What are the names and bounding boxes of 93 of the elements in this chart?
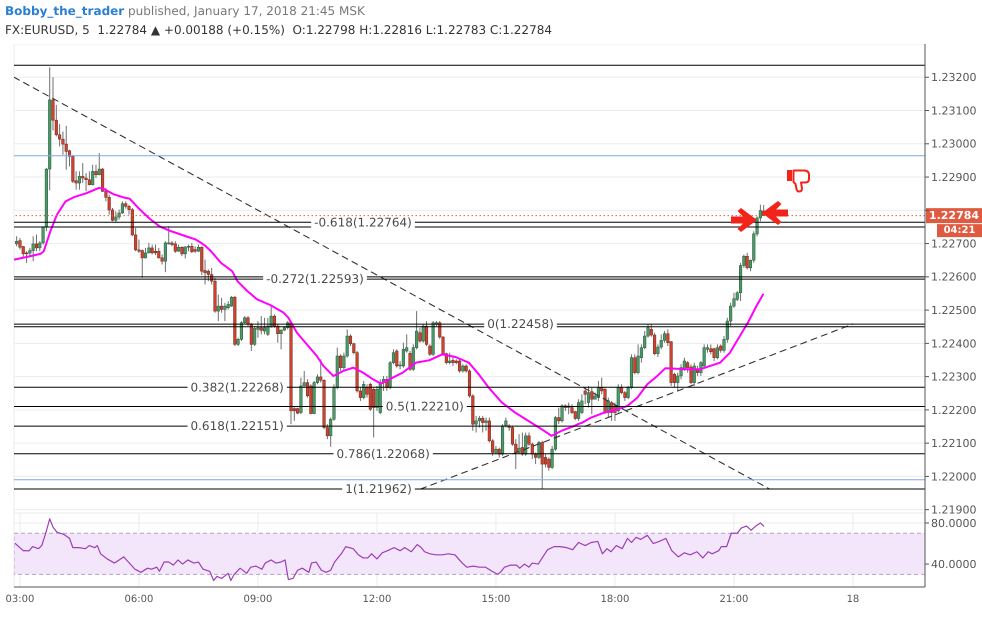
y-tick-label: 1.22600 xyxy=(931,270,976,284)
x-tick-label: 21:00 xyxy=(720,594,748,606)
candlestick xyxy=(633,354,636,375)
candlestick xyxy=(540,440,544,490)
y-tick-label: 40.0000 xyxy=(931,558,976,571)
candlestick xyxy=(147,242,150,254)
x-tick-label: 15:00 xyxy=(482,594,510,606)
candlestick xyxy=(524,432,528,456)
candlestick xyxy=(184,246,187,260)
candlestick xyxy=(484,417,488,432)
y-tick-label: 1.22500 xyxy=(931,304,976,318)
candlestick xyxy=(362,380,366,400)
candlestick xyxy=(557,407,560,425)
ref-line-label: 0(1.22458) xyxy=(487,317,554,332)
candlestick xyxy=(174,240,177,254)
y-tick-label: 80.0000 xyxy=(931,516,976,530)
candlestick xyxy=(114,210,118,223)
x-tick-label: 18 xyxy=(846,594,860,606)
ref-line-label: -0.618(1.22764) xyxy=(314,215,412,230)
candlestick xyxy=(577,398,580,422)
x-tick-label: 12:00 xyxy=(362,594,392,606)
candlestick xyxy=(150,244,154,256)
candlestick xyxy=(98,152,101,176)
candlestick xyxy=(263,317,266,335)
candlestick xyxy=(375,385,378,412)
candlestick xyxy=(451,356,455,366)
candlestick xyxy=(34,234,38,252)
candlestick xyxy=(547,456,550,472)
candlestick xyxy=(636,344,640,375)
candlestick xyxy=(18,237,22,250)
candlestick xyxy=(746,252,749,270)
ref-line-label: 0.382(1.22268) xyxy=(190,380,284,394)
candlestick xyxy=(94,164,98,179)
candlestick xyxy=(448,352,452,365)
candlestick xyxy=(474,415,478,434)
candlestick xyxy=(260,316,263,335)
chart-title: FX:EURUSD, 5 1.22784 ▲ +0.00188 (+0.15%) O:1.22798 H:1.22816 L:1.22783 C:1.22784 xyxy=(5,23,552,37)
y-tick-label: 1.22100 xyxy=(931,437,976,450)
ref-line-label: 0.5(1.22210) xyxy=(386,400,464,414)
ref-line-label: -0.272(1.22593) xyxy=(266,272,364,286)
candlestick xyxy=(144,247,148,260)
candlestick xyxy=(64,125,68,170)
candlestick xyxy=(339,354,342,372)
y-tick-label: 1.22700 xyxy=(931,237,976,250)
text: Bobby_the_trader published, January 17, 2018 21:45 MSK xyxy=(5,4,365,18)
x-tick-label: 18:00 xyxy=(600,594,630,606)
x-tick-label: 06:00 xyxy=(124,594,154,606)
ref-line-label: 0.618(1.22151) xyxy=(190,419,284,434)
candlestick xyxy=(216,294,220,322)
candlestick xyxy=(32,236,35,262)
y-tick-label: 1.22300 xyxy=(931,370,976,384)
candlestick xyxy=(709,344,712,355)
candlestick xyxy=(220,297,224,314)
candlestick xyxy=(584,387,587,405)
candlestick xyxy=(560,404,564,424)
candlestick xyxy=(712,347,716,362)
candlestick xyxy=(498,446,501,458)
x-tick-label: 09:00 xyxy=(244,594,272,606)
y-tick-label: 1.23100 xyxy=(931,104,976,118)
candlestick xyxy=(458,358,462,374)
candlestick xyxy=(372,387,376,438)
y-tick-label: 1.23000 xyxy=(931,138,976,151)
y-tick-label: 1.23200 xyxy=(931,71,976,84)
candlestick xyxy=(570,404,574,415)
ref-line-label: 0.786(1.22068) xyxy=(336,446,430,461)
candlestick xyxy=(395,348,398,368)
candlestick xyxy=(422,324,425,344)
candlestick xyxy=(15,236,18,247)
candlestick xyxy=(418,327,422,344)
candlestick xyxy=(280,328,283,350)
y-tick-label: 1.22000 xyxy=(931,470,976,484)
candlestick xyxy=(716,344,719,360)
x-tick-label: 03:00 xyxy=(6,594,34,606)
candlestick xyxy=(180,246,184,257)
y-tick-label: 1.21900 xyxy=(931,504,976,517)
candlestick xyxy=(190,242,194,254)
text: 04:21 xyxy=(944,225,976,236)
candlestick xyxy=(230,296,234,308)
line-series xyxy=(14,187,764,437)
candlestick xyxy=(590,387,594,415)
line-series xyxy=(14,518,764,582)
candlestick xyxy=(91,164,94,186)
ref-line-label: 1.22784 xyxy=(928,209,980,222)
y-tick-label: 1.22400 xyxy=(931,337,976,350)
candlestick xyxy=(692,362,696,386)
candlestick xyxy=(518,434,521,455)
y-tick-label: 1.22900 xyxy=(931,170,976,184)
y-tick-label: 1.22200 xyxy=(931,404,976,417)
candlestick xyxy=(481,415,484,434)
candlestick xyxy=(223,302,226,322)
ref-line-label: 1(1.21962) xyxy=(345,482,412,496)
candlestick xyxy=(154,244,158,256)
candlestick xyxy=(478,415,481,428)
